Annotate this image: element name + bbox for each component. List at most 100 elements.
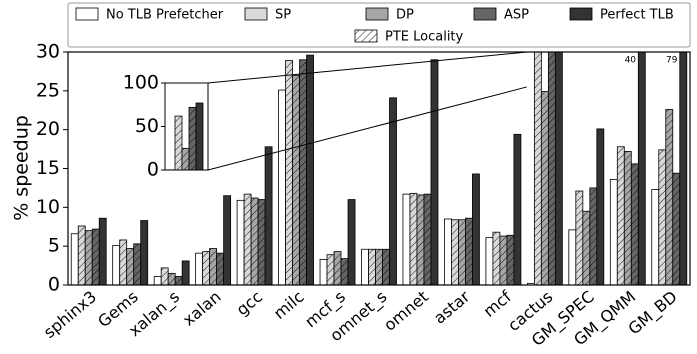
plot-frame xyxy=(67,51,691,286)
bar-hatch xyxy=(451,219,459,285)
y-tick-label: 15 xyxy=(36,157,60,179)
zoom-line xyxy=(207,51,527,84)
y-tick-label: 0 xyxy=(48,274,60,296)
bar-hatch xyxy=(244,194,252,285)
bar-hatch xyxy=(575,191,583,285)
legend-label: Perfect TLB xyxy=(600,8,674,23)
legend-box xyxy=(67,2,691,48)
legend-swatch xyxy=(365,7,389,21)
bar-hatch xyxy=(534,52,542,285)
legend-swatch xyxy=(244,7,268,21)
bar-hatch xyxy=(327,254,335,285)
bar xyxy=(485,237,494,286)
bar xyxy=(389,97,397,286)
bar xyxy=(568,229,577,286)
legend-swatch xyxy=(473,7,497,21)
inset-y-tick-label: 50 xyxy=(135,115,159,137)
bar-hatch xyxy=(658,149,666,285)
bar-hatch xyxy=(126,248,134,285)
bar-hatch xyxy=(499,236,507,285)
y-tick-label: 30 xyxy=(36,41,60,63)
bar-hatch xyxy=(548,52,556,285)
bar-hatch xyxy=(78,225,86,285)
bar xyxy=(651,189,660,286)
x-tick-label: gcc xyxy=(233,287,266,319)
x-tick-label: astar xyxy=(430,287,474,328)
legend-swatch xyxy=(354,29,378,43)
bar-hatch xyxy=(85,230,93,285)
bar-hatch xyxy=(617,146,625,285)
bar xyxy=(347,199,356,286)
bar-hatch xyxy=(506,235,514,285)
inset-y-tick-label: 0 xyxy=(147,159,159,181)
bar xyxy=(112,244,121,286)
bar-hatch xyxy=(465,218,473,285)
bar-hatch xyxy=(161,267,169,285)
zoom-line xyxy=(207,86,527,171)
x-tick-label: xalan xyxy=(179,287,225,330)
bar xyxy=(430,59,439,286)
bar xyxy=(609,178,618,286)
bar-hatch xyxy=(672,173,680,285)
legend-label: SP xyxy=(275,8,291,23)
bar xyxy=(444,218,452,286)
bar xyxy=(70,233,79,286)
bar-hatch xyxy=(541,91,549,285)
bar xyxy=(195,252,204,286)
legend-label: ASP xyxy=(504,8,529,23)
bar-hatch xyxy=(168,273,176,285)
bar xyxy=(98,217,107,286)
legend-swatch xyxy=(569,7,593,21)
bar-hatch xyxy=(285,60,293,285)
inset-y-tick-label: 100 xyxy=(123,72,159,94)
bar-hatch xyxy=(416,194,424,285)
bar xyxy=(223,195,232,286)
bar xyxy=(361,248,369,286)
bar-hatch xyxy=(251,198,259,285)
value-label: 40 xyxy=(625,56,637,66)
y-axis-label: % speedup xyxy=(11,115,33,221)
inset-hatch xyxy=(175,116,182,170)
bar-hatch xyxy=(133,243,141,285)
inset-bar xyxy=(195,102,204,171)
bar-hatch xyxy=(209,248,217,285)
bar xyxy=(513,133,522,286)
bar-hatch xyxy=(665,109,673,286)
bar-hatch xyxy=(375,249,383,285)
bar xyxy=(319,258,328,286)
y-tick-label: 20 xyxy=(36,118,60,140)
inset-hatch xyxy=(182,148,189,170)
bar-hatch xyxy=(175,276,183,285)
bar xyxy=(472,173,480,286)
bar-hatch xyxy=(341,258,349,285)
bar-hatch xyxy=(299,59,307,286)
bar-hatch xyxy=(458,219,466,285)
bar-hatch xyxy=(368,249,376,285)
bar-hatch xyxy=(202,251,210,285)
bar xyxy=(181,260,190,286)
bar xyxy=(402,193,411,286)
bar-hatch xyxy=(292,75,300,285)
x-tick-label: omnet xyxy=(380,287,432,335)
y-tick-label: 10 xyxy=(36,196,60,218)
bar-hatch xyxy=(409,193,417,285)
bar-hatch xyxy=(589,187,597,285)
y-tick-label: 5 xyxy=(48,235,60,257)
legend-label: No TLB Prefetcher xyxy=(106,8,224,23)
bar-hatch xyxy=(631,163,639,285)
bar-hatch xyxy=(582,211,590,285)
bar-hatch xyxy=(382,249,390,285)
bar-hatch xyxy=(624,151,632,285)
bar-hatch xyxy=(258,199,266,285)
bar xyxy=(264,146,273,286)
legend-label: PTE Locality xyxy=(385,30,464,45)
bar-hatch xyxy=(92,229,100,285)
bar-hatch xyxy=(216,253,224,285)
bar xyxy=(596,128,605,286)
bar-hatch xyxy=(492,232,500,285)
bar xyxy=(306,54,314,286)
bar-hatch xyxy=(423,194,431,285)
legend-label: DP xyxy=(396,8,414,23)
bar xyxy=(140,220,149,286)
